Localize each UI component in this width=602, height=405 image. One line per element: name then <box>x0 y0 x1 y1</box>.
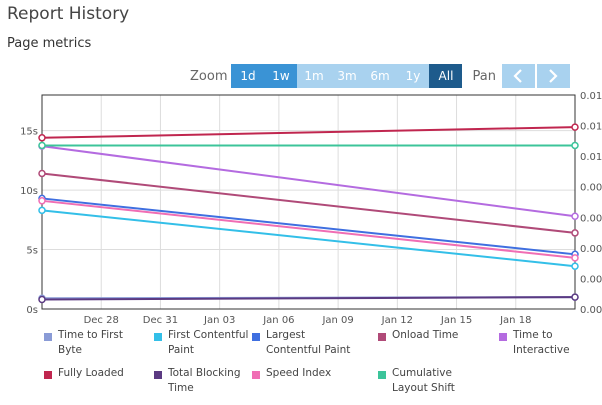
series-line <box>41 197 576 256</box>
y-right-tick-label: 0.01 <box>580 91 602 102</box>
legend-swatch-icon <box>154 333 162 341</box>
legend-label: Cumulative Layout Shift <box>392 367 455 394</box>
series-line <box>41 172 576 234</box>
legend-item[interactable]: Total Blocking Time <box>154 366 274 396</box>
y-right-tick-label: 0.00 <box>580 305 602 316</box>
y-right-tick-label: 0.00 <box>580 244 602 255</box>
legend-item[interactable]: First Contentful Paint <box>154 328 274 358</box>
legend-label: Total Blocking Time <box>168 367 241 394</box>
x-tick-label: Dec 28 <box>84 315 119 326</box>
y-right-tick-label: 0.00 <box>580 213 602 224</box>
x-tick-label: Jan 12 <box>381 315 413 326</box>
y-left-tick-label: 15s <box>20 127 38 138</box>
x-tick-label: Jan 09 <box>321 315 353 326</box>
pan-label: Pan <box>472 68 496 84</box>
legend-item[interactable]: Time to Interactive <box>499 328 602 358</box>
data-point[interactable] <box>571 141 579 150</box>
legend-item[interactable]: Time to First Byte <box>44 328 164 358</box>
series-lines <box>38 123 579 304</box>
legend-label: First Contentful Paint <box>168 329 249 356</box>
x-tick-label: Jan 18 <box>499 315 531 326</box>
y-left-tick-label: 5s <box>26 246 38 257</box>
legend-label: Time to First Byte <box>58 329 124 356</box>
pan-right-button[interactable] <box>536 64 570 88</box>
zoom-button-group: 1d 1w 1m 3m 6m 1y All <box>231 64 463 88</box>
legend-item[interactable]: Fully Loaded <box>44 366 164 381</box>
series-line <box>41 209 576 268</box>
data-point[interactable] <box>571 212 579 221</box>
legend-swatch-icon <box>44 333 52 341</box>
zoom-1w-button[interactable]: 1w <box>264 64 298 88</box>
legend-label: Time to Interactive <box>513 329 570 356</box>
x-axis: Dec 28 Dec 31 Jan 03 Jan 06 Jan 09 Jan 12 Jan … <box>84 315 532 326</box>
y-right-tick-label: 0.00 <box>580 183 602 194</box>
y-left-tick-label: 0s <box>26 305 38 316</box>
legend-label: Fully Loaded <box>58 367 124 379</box>
chart-grid <box>42 95 575 309</box>
legend-swatch-icon <box>252 371 260 379</box>
pan-left-button[interactable] <box>501 64 535 88</box>
series-line <box>41 296 576 301</box>
chevron-left-icon <box>513 69 523 83</box>
x-tick-label: Dec 31 <box>143 315 178 326</box>
y-axis-left: 0s 5s 10s 15s <box>20 127 38 316</box>
chart-legend: Time to First Byte First Contentful Paint… <box>44 328 602 394</box>
legend-label: Speed Index <box>266 367 332 379</box>
page-title: Report History <box>7 4 130 24</box>
data-point[interactable] <box>38 295 46 304</box>
legend-swatch-icon <box>154 371 162 379</box>
chevron-right-icon <box>549 69 559 83</box>
zoom-1d-button[interactable]: 1d <box>231 64 265 88</box>
data-point[interactable] <box>571 254 579 262</box>
data-point[interactable] <box>38 206 46 215</box>
y-left-tick-label: 10s <box>20 186 38 197</box>
x-tick-label: Jan 03 <box>203 315 235 326</box>
legend-item[interactable]: Onload Time <box>378 328 498 343</box>
series-line <box>41 126 576 139</box>
x-tick-label: Jan 15 <box>440 315 472 326</box>
zoom-label: Zoom <box>190 68 228 84</box>
legend-item[interactable]: Largest Contentful Paint <box>252 328 372 358</box>
series-line <box>41 145 576 218</box>
metrics-line-chart: Dec 28 Dec 31 Jan 03 Jan 06 Jan 09 Jan 12 Jan … <box>20 91 602 326</box>
zoom-3m-button[interactable]: 3m <box>330 64 364 88</box>
data-point[interactable] <box>571 262 579 270</box>
data-point[interactable] <box>571 293 579 301</box>
zoom-1y-button[interactable]: 1y <box>396 64 430 88</box>
data-point[interactable] <box>38 169 46 178</box>
legend-item[interactable]: Cumulative Layout Shift <box>378 366 498 396</box>
x-tick-label: Jan 06 <box>262 315 294 326</box>
legend-swatch-icon <box>252 333 260 341</box>
y-right-tick-label: 0.01 <box>580 152 602 163</box>
legend-swatch-icon <box>499 333 507 341</box>
data-point[interactable] <box>571 229 579 237</box>
series-line <box>41 199 576 259</box>
legend-swatch-icon <box>44 371 52 379</box>
data-point[interactable] <box>571 123 579 131</box>
data-point[interactable] <box>38 134 46 142</box>
y-right-tick-label: 0.00 <box>580 274 602 285</box>
chart-subtitle: Page metrics <box>7 36 92 51</box>
data-point[interactable] <box>38 197 46 205</box>
data-point[interactable] <box>38 141 46 150</box>
legend-swatch-icon <box>378 333 386 341</box>
zoom-1m-button[interactable]: 1m <box>297 64 331 88</box>
chart-toolbar: Zoom 1d 1w 1m 3m 6m 1y All Pan <box>190 64 570 88</box>
legend-label: Onload Time <box>392 329 459 341</box>
plot-frame <box>41 94 576 310</box>
legend-item[interactable]: Speed Index <box>252 366 372 381</box>
legend-swatch-icon <box>378 371 386 379</box>
y-axis-right: 0.00 0.00 0.00 0.00 0.00 0.01 0.01 0.01 <box>580 91 602 316</box>
zoom-all-button[interactable]: All <box>429 64 463 88</box>
legend-label: Largest Contentful Paint <box>266 329 351 356</box>
y-right-tick-label: 0.01 <box>580 122 602 133</box>
zoom-6m-button[interactable]: 6m <box>363 64 397 88</box>
